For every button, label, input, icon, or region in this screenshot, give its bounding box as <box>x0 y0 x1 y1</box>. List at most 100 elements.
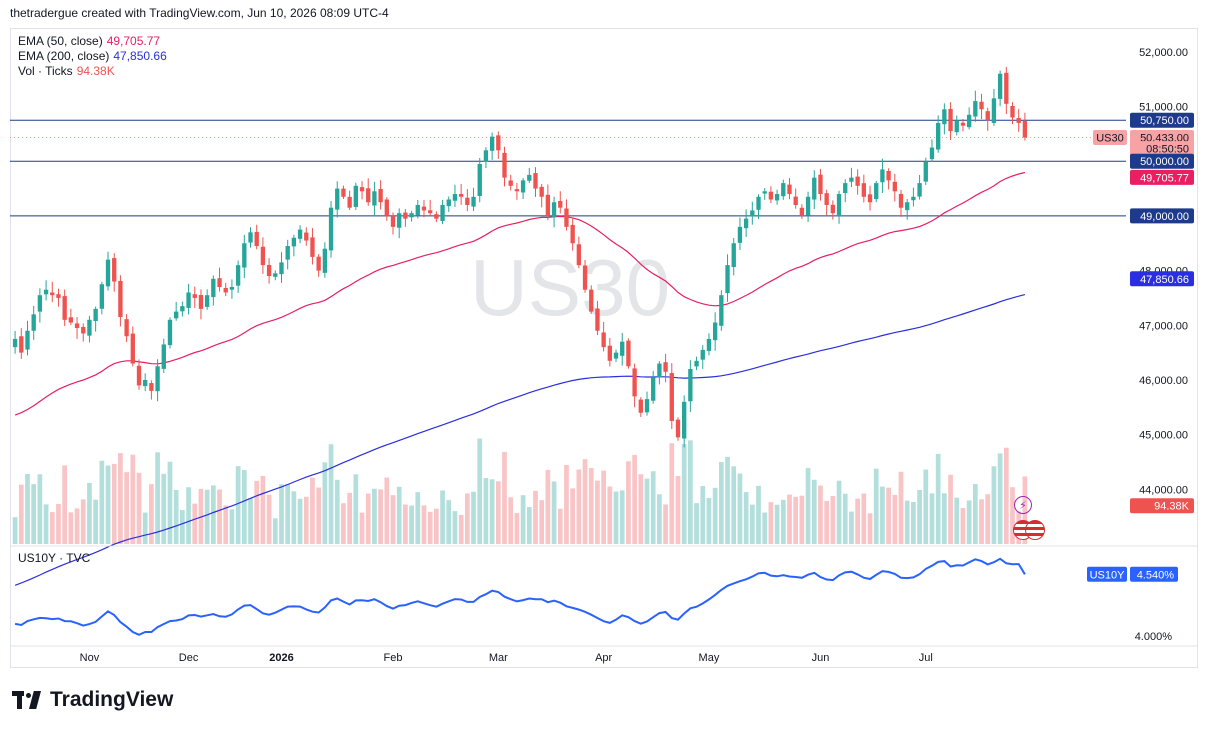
candle <box>774 189 780 205</box>
price-tag <box>1130 208 1194 224</box>
price-tag-label: 49,705.77 <box>1140 172 1189 184</box>
candle <box>489 132 495 160</box>
candle-body <box>174 311 179 319</box>
candle-body <box>793 196 798 205</box>
candle-body <box>217 278 222 287</box>
candle <box>477 158 482 203</box>
candle-body <box>56 294 61 298</box>
candle-body <box>595 308 600 331</box>
volume-bar <box>217 489 222 544</box>
volume-bar <box>458 514 464 544</box>
candle <box>56 288 61 307</box>
chart-caption: thetradergue created with TradingView.co… <box>10 6 389 20</box>
candle-body <box>341 188 346 197</box>
us10y-line <box>14 557 1026 636</box>
candle <box>136 359 142 390</box>
candles <box>12 66 1028 448</box>
volume-bar <box>935 453 941 544</box>
us10y-value-tag-label: 4.540% <box>1137 569 1175 581</box>
candle <box>421 200 427 218</box>
price-axis-tick: 45,000.00 <box>1139 430 1188 442</box>
candle <box>756 194 761 219</box>
volume-bar <box>452 511 458 544</box>
volume-bar <box>403 504 408 544</box>
candle <box>787 178 792 200</box>
sub-pane-legend[interactable]: US10Y · TVC <box>18 551 91 565</box>
candle <box>483 147 489 169</box>
candle <box>533 167 538 197</box>
price-axis-tick: 46,000.00 <box>1139 375 1188 387</box>
candle <box>632 363 637 408</box>
candle-body <box>465 197 470 205</box>
candle-body <box>576 244 582 266</box>
volume-bar <box>619 490 625 544</box>
tradingview-logo[interactable]: TradingView <box>12 688 173 712</box>
candle-body <box>279 262 284 275</box>
candle-body <box>774 194 780 201</box>
candle-body <box>192 294 197 298</box>
candle-body <box>297 229 303 239</box>
volume-bar <box>861 493 867 544</box>
legend-ema50[interactable]: EMA (50, close) 49,705.77 <box>18 34 167 49</box>
volume-bar <box>638 474 644 544</box>
volume-bar <box>737 473 743 544</box>
candle <box>985 107 990 131</box>
volume-bar <box>681 444 687 544</box>
candle <box>793 188 798 209</box>
volume-bar <box>588 468 594 544</box>
candle <box>217 267 222 292</box>
tradingview-logo-text: TradingView <box>50 688 174 711</box>
candle-body <box>25 330 30 350</box>
price-tag-label: 49,000.00 <box>1140 211 1189 223</box>
legend-volume[interactable]: Vol · Ticks 94.38K <box>18 64 167 79</box>
candle-body <box>762 191 767 194</box>
candle <box>359 181 365 200</box>
volume-bar <box>706 497 712 544</box>
candle-body <box>601 332 606 348</box>
price-tag <box>1130 271 1194 287</box>
volume-bar <box>359 512 365 544</box>
candle <box>936 115 941 153</box>
candle <box>322 242 328 278</box>
volume-bar <box>142 512 148 544</box>
volume-bar <box>972 483 978 544</box>
candle-body <box>582 265 588 290</box>
candle <box>719 290 724 331</box>
lightning-icon[interactable]: ⚡ <box>1014 496 1032 514</box>
candle <box>174 301 179 321</box>
legend-ema200[interactable]: EMA (200, close) 47,850.66 <box>18 49 167 64</box>
candle-body <box>805 196 811 216</box>
candle-body <box>74 323 80 329</box>
candle <box>68 308 74 326</box>
candle <box>539 183 544 208</box>
candle-body <box>229 287 235 290</box>
volume-bar <box>235 466 241 544</box>
candle <box>81 323 86 342</box>
indicator-legend: EMA (50, close) 49,705.77 EMA (200, close… <box>18 34 167 79</box>
volume-bar <box>347 492 352 544</box>
candle-body <box>737 226 743 243</box>
candle <box>812 170 817 210</box>
candle <box>366 178 371 206</box>
candle <box>273 270 278 281</box>
volume-bar <box>229 509 235 544</box>
volume-bar <box>409 505 414 544</box>
candle <box>403 209 408 227</box>
volume-bar <box>613 491 619 544</box>
volume-bar <box>966 500 972 544</box>
us10y-value-tag <box>1130 566 1178 582</box>
us-flag-icon-2[interactable] <box>1025 520 1045 540</box>
volume-bar <box>780 499 786 544</box>
volume-bar <box>99 460 105 544</box>
candle <box>905 199 910 220</box>
candle-body <box>316 256 321 271</box>
volume-bar <box>929 493 935 544</box>
candle <box>248 227 253 248</box>
candle-body <box>489 136 495 151</box>
candle <box>514 182 520 200</box>
candle <box>50 281 55 303</box>
candle <box>87 315 92 343</box>
candle-body <box>242 243 247 268</box>
volume-bar <box>774 504 780 544</box>
